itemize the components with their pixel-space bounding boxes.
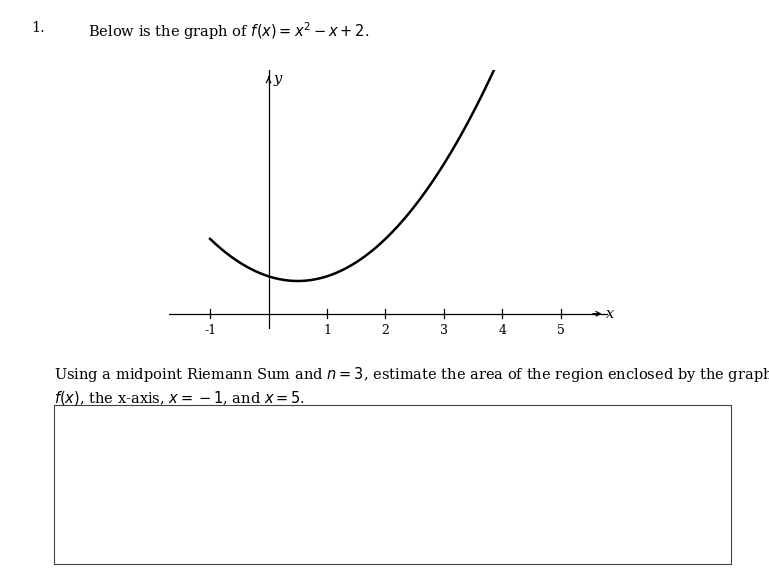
Text: 4: 4 (498, 324, 506, 337)
Text: y: y (273, 72, 281, 86)
Text: -1: -1 (204, 324, 216, 337)
Text: 3: 3 (440, 324, 448, 337)
Text: 5: 5 (557, 324, 564, 337)
Text: 2: 2 (381, 324, 389, 337)
Text: 1: 1 (323, 324, 331, 337)
Text: x: x (606, 307, 614, 321)
Text: Below is the graph of $f(x)=x^2-x+2$.: Below is the graph of $f(x)=x^2-x+2$. (88, 21, 370, 42)
Text: $f(x)$, the x-axis, $x=-1$, and $x=5$.: $f(x)$, the x-axis, $x=-1$, and $x=5$. (54, 389, 305, 407)
Text: Using a midpoint Riemann Sum and $n=3$, estimate the area of the region enclosed: Using a midpoint Riemann Sum and $n=3$, … (54, 365, 769, 384)
Text: 1.: 1. (31, 21, 45, 35)
